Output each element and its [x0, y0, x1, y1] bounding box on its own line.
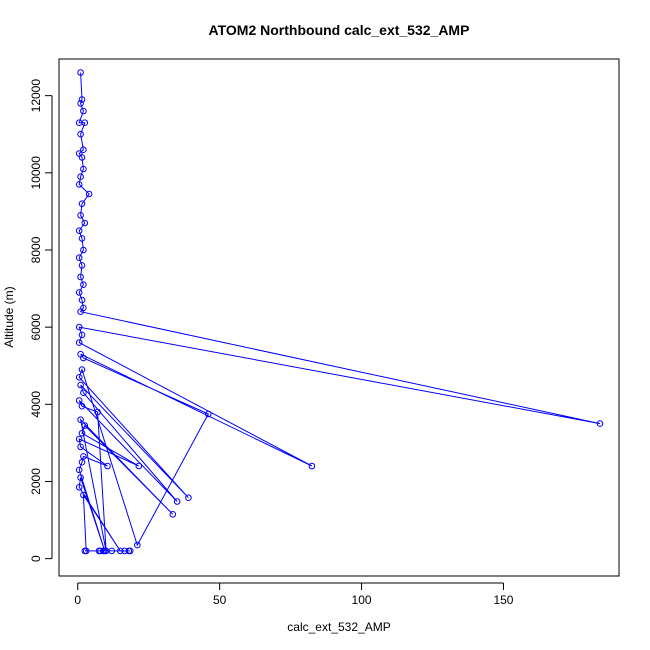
data-point	[80, 354, 87, 362]
data-point	[75, 289, 83, 296]
data-point	[104, 462, 111, 470]
data-point	[80, 246, 87, 254]
data-point	[77, 443, 84, 451]
data-point	[77, 130, 84, 138]
data-point	[75, 227, 83, 234]
x-axis-label: calc_ext_532_AMP	[287, 620, 390, 634]
plot-frame	[58, 58, 620, 577]
data-point	[85, 190, 93, 198]
data-point	[173, 498, 181, 505]
data-point	[77, 381, 84, 389]
data-point	[78, 200, 86, 207]
data-point	[80, 389, 87, 397]
data-point	[78, 296, 86, 304]
data-point	[205, 410, 212, 418]
data-point	[75, 466, 83, 474]
x-axis: 0 50 100 150	[74, 582, 514, 607]
y-tick-label: 12000	[29, 79, 43, 113]
series-layer	[75, 69, 604, 555]
y-tick-label: 2000	[29, 468, 43, 495]
data-point	[81, 119, 89, 126]
x-tick-label: 0	[74, 593, 81, 607]
data-point	[100, 547, 107, 555]
data-point	[78, 96, 86, 103]
data-point	[78, 235, 86, 242]
data-point	[78, 154, 86, 161]
data-point	[77, 212, 84, 219]
data-point	[77, 416, 84, 424]
x-tick-label: 150	[493, 593, 513, 607]
data-point	[81, 219, 89, 227]
data-point	[78, 402, 86, 410]
data-point	[95, 547, 103, 555]
data-point	[134, 541, 141, 549]
x-tick-label: 50	[213, 593, 227, 607]
y-axis: 0 2000 4000 6000 8000 10000 12000	[29, 79, 53, 562]
data-point	[77, 308, 84, 316]
data-point	[77, 173, 84, 180]
y-axis-label: Altitude (m)	[2, 286, 16, 347]
data-point	[308, 462, 316, 470]
data-point	[125, 547, 133, 555]
data-point	[94, 408, 101, 416]
chart-title: ATOM2 Northbound calc_ext_532_AMP	[209, 22, 470, 38]
x-tick-label: 100	[352, 593, 372, 607]
data-point	[596, 420, 604, 427]
data-point	[80, 281, 87, 289]
data-point	[77, 69, 84, 76]
data-point	[78, 429, 86, 437]
y-tick-label: 6000	[29, 313, 43, 340]
data-point	[80, 146, 87, 153]
data-point	[121, 547, 128, 555]
data-point	[78, 331, 86, 339]
data-point	[77, 474, 84, 481]
data-point	[185, 494, 192, 502]
data-point	[75, 254, 83, 262]
data-point	[75, 339, 83, 346]
data-point	[75, 435, 83, 443]
data-point	[75, 484, 83, 491]
data-point	[78, 366, 86, 373]
data-point	[75, 181, 83, 188]
data-point	[135, 462, 143, 470]
data-point	[78, 458, 86, 466]
data-point	[75, 323, 83, 331]
data-point	[75, 374, 83, 381]
data-point	[81, 422, 89, 429]
data-point	[81, 547, 89, 555]
data-point	[108, 547, 116, 555]
data-point	[77, 273, 84, 281]
data-point	[80, 491, 87, 499]
data-point	[80, 453, 87, 460]
y-tick-label: 10000	[29, 156, 43, 190]
data-point	[169, 511, 177, 518]
y-tick-label: 0	[29, 555, 43, 562]
data-point	[80, 107, 87, 115]
data-point	[77, 100, 84, 107]
data-point	[117, 547, 124, 555]
y-tick-label: 4000	[29, 391, 43, 418]
data-point	[78, 262, 86, 269]
y-tick-label: 8000	[29, 236, 43, 263]
data-point	[80, 165, 87, 173]
data-point	[75, 397, 83, 404]
series-line	[78, 72, 601, 552]
